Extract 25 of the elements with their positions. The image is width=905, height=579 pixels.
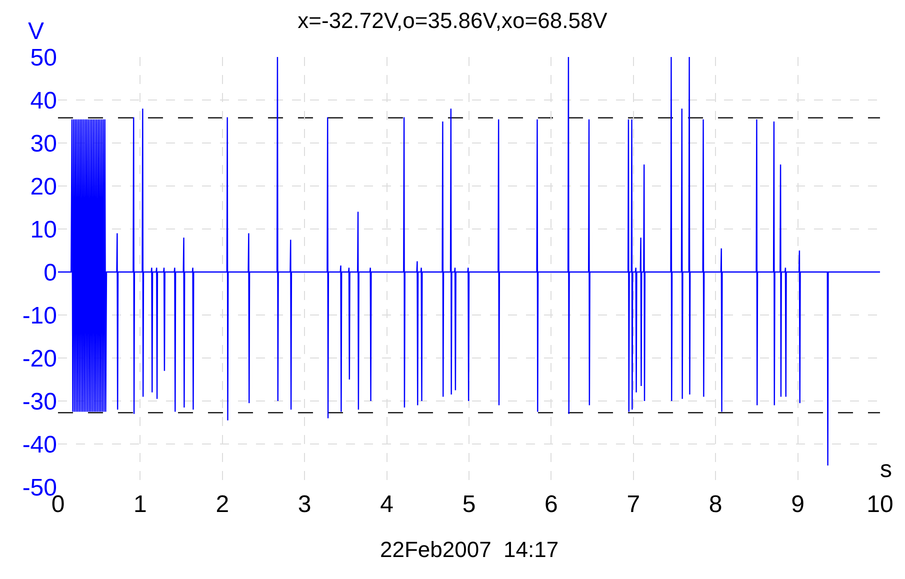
y-axis-title: V (28, 18, 44, 45)
y-tick-label: 10 (30, 216, 57, 244)
x-tick-label: 3 (298, 491, 312, 518)
chart-title: x=-32.72V,o=35.86V,xo=68.58V (298, 8, 608, 33)
y-tick-label: 0 (44, 259, 57, 286)
y-tick-label: -40 (22, 431, 57, 458)
y-tick-label: -30 (22, 388, 57, 416)
x-tick-label: 9 (791, 491, 804, 518)
y-tick-label: 40 (30, 87, 57, 114)
x-tick-label: 10 (866, 491, 894, 518)
x-tick-label: 7 (626, 491, 640, 518)
x-axis-title: s (880, 456, 892, 483)
text: 22Feb2007 14:17 (380, 537, 559, 562)
y-tick-label: 20 (30, 173, 57, 200)
x-tick-label: 5 (462, 491, 476, 518)
x-tick-label: 1 (134, 491, 147, 518)
y-tick-label: -10 (22, 302, 57, 330)
x-tick-label: 4 (380, 491, 394, 518)
x-tick-label: 2 (216, 491, 230, 518)
x-tick-label: 8 (708, 491, 722, 518)
y-tick-label: -20 (22, 345, 57, 372)
y-tick-label: 30 (30, 130, 57, 158)
line-series (58, 57, 880, 466)
y-tick-label: 50 (30, 44, 57, 72)
x-tick-label: 6 (544, 491, 558, 518)
